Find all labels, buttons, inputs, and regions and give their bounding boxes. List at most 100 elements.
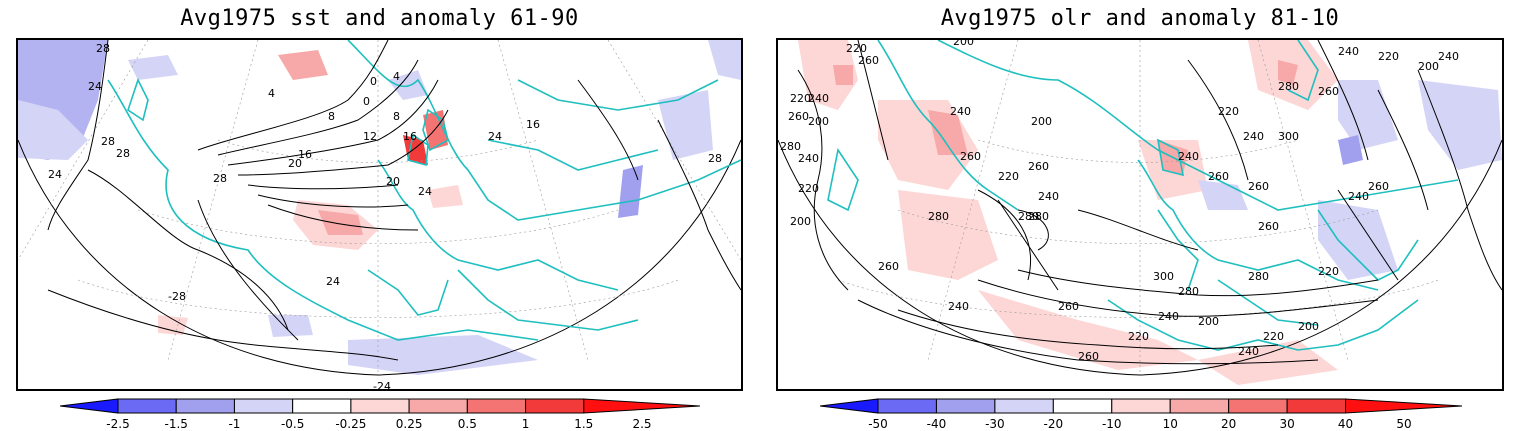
contour-label: 260: [878, 260, 899, 273]
olr-map-graphic: 220 200 260 240 220 200 260 280 240 220 …: [778, 40, 1502, 385]
sst-colorbar-graphic: [59, 398, 701, 414]
contour-label: 280: [1248, 270, 1269, 283]
contour-label: 20: [288, 157, 302, 170]
contour-label: 260: [788, 110, 809, 123]
colorbar-segment: [292, 398, 352, 414]
contour-label: 8: [328, 110, 335, 123]
colorbar-segment: [466, 398, 527, 414]
colorbar-segment: [408, 398, 468, 414]
contour-label: 28: [213, 172, 227, 185]
contour-label: 200: [808, 115, 829, 128]
colorbar-tick-label: -30: [985, 417, 1005, 431]
contour-label: 0: [370, 75, 377, 88]
contour-label: 16: [526, 118, 540, 131]
colorbar-tick-label: -2.5: [106, 417, 130, 431]
colorbar-segment: [1286, 398, 1347, 414]
sst-panel-title: Avg1975 sst and anomaly 61-90: [180, 6, 579, 31]
contour-label: 200: [790, 215, 811, 228]
contour-label: 220: [998, 170, 1019, 183]
colorbar-tick-label: 10: [1162, 417, 1178, 431]
contour-label: 240: [1038, 190, 1059, 203]
contour-label: 220: [1318, 265, 1339, 278]
contour-label: 24: [418, 185, 432, 198]
colorbar-segment: [1111, 398, 1171, 414]
colorbar-segment: [1345, 398, 1463, 414]
contour-label: 280: [1178, 285, 1199, 298]
contour-label: 12: [363, 130, 377, 143]
sst-map-graphic: 28 24 28 28 24 4 0 8 4 0 8 12 16 20 16 2…: [18, 40, 741, 389]
colorbar-segment: [877, 398, 937, 414]
contour-label: 220: [1218, 105, 1239, 118]
colorbar-segment: [117, 398, 177, 414]
colorbar-segment: [819, 398, 879, 414]
colorbar-tick-label: -20: [1043, 417, 1064, 431]
contour-label: 280: [780, 140, 801, 153]
contour-label: 28: [96, 42, 110, 55]
colorbar-tick-label: -40: [926, 417, 947, 431]
colorbar-segment: [1052, 398, 1113, 414]
contour-label: 240: [950, 105, 971, 118]
contour-label: 260: [1208, 170, 1229, 183]
contour-label: 280: [928, 210, 949, 223]
sst-colorbar: [59, 398, 701, 414]
contour-label: 0: [363, 95, 370, 108]
colorbar-segment: [583, 398, 701, 414]
colorbar-segment: [233, 398, 294, 414]
contour-label: 240: [1158, 310, 1179, 323]
colorbar-tick-label: 30: [1279, 417, 1295, 431]
contour-label: 16: [403, 130, 417, 143]
olr-colorbar: [819, 398, 1463, 414]
contour-label: 260: [1248, 180, 1269, 193]
colorbar-segment: [525, 398, 585, 414]
contour-label: 280: [1018, 210, 1039, 223]
contour-label: 260: [1318, 85, 1339, 98]
colorbar-segment: [59, 398, 119, 414]
colorbar-segment: [1228, 398, 1288, 414]
colorbar-tick-label: -0.5: [280, 417, 305, 431]
contour-label: 24: [48, 168, 62, 181]
contour-label: 28: [116, 147, 130, 160]
colorbar-tick-label: 20: [1221, 417, 1237, 431]
colorbar-segment: [935, 398, 996, 414]
contour-label: 240: [1238, 345, 1259, 358]
contour-label: 28: [708, 152, 722, 165]
contour-label: 260: [960, 150, 981, 163]
contour-label: 280: [1028, 210, 1049, 223]
colorbar-segment: [175, 398, 235, 414]
colorbar-tick-label: -1.5: [164, 417, 188, 431]
contour-label: 200: [1418, 60, 1439, 73]
contour-label: 20: [386, 175, 400, 188]
contour-label: -28: [168, 290, 186, 303]
contour-label: 220: [790, 92, 811, 105]
olr-map: 220 200 260 240 220 200 260 280 240 220 …: [776, 38, 1504, 391]
colorbar-tick-label: 0.5: [457, 417, 477, 431]
contour-label: 280: [1278, 80, 1299, 93]
contour-label: 24: [326, 275, 340, 288]
contour-label: 260: [1368, 180, 1389, 193]
contour-label: 300: [1153, 270, 1174, 283]
contour-label: 260: [858, 54, 879, 67]
sst-contour-labels: 28 24 28 28 24 4 0 8 4 0 8 12 16 20 16 2…: [48, 42, 722, 389]
contour-label: 260: [1028, 160, 1049, 173]
colorbar-tick-label: 1: [521, 417, 530, 431]
contour-label: 24: [88, 80, 102, 93]
colorbar-tick-label: 1.5: [574, 417, 594, 431]
contour-label: 16: [298, 148, 312, 161]
colorbar-tick-label: 0.25: [395, 417, 423, 431]
contour-label: 240: [798, 152, 819, 165]
contour-label: 220: [798, 182, 819, 195]
contour-label: 28: [101, 135, 115, 148]
olr-panel-title: Avg1975 olr and anomaly 81-10: [940, 6, 1340, 31]
colorbar-segment: [350, 398, 410, 414]
colorbar-tick-label: 40: [1337, 417, 1354, 431]
contour-label: 300: [1278, 130, 1299, 143]
contour-label: 240: [1178, 150, 1199, 163]
colorbar-tick-label: 50: [1396, 417, 1412, 431]
colorbar-segment: [1169, 398, 1230, 414]
contour-label: 260: [1258, 220, 1279, 233]
contour-label: 200: [1031, 115, 1052, 128]
sst-map: 28 24 28 28 24 4 0 8 4 0 8 12 16 20 16 2…: [16, 38, 743, 391]
contour-label: 240: [808, 92, 829, 105]
contour-label: 260: [1058, 300, 1079, 313]
contour-label: 220: [1263, 330, 1284, 343]
